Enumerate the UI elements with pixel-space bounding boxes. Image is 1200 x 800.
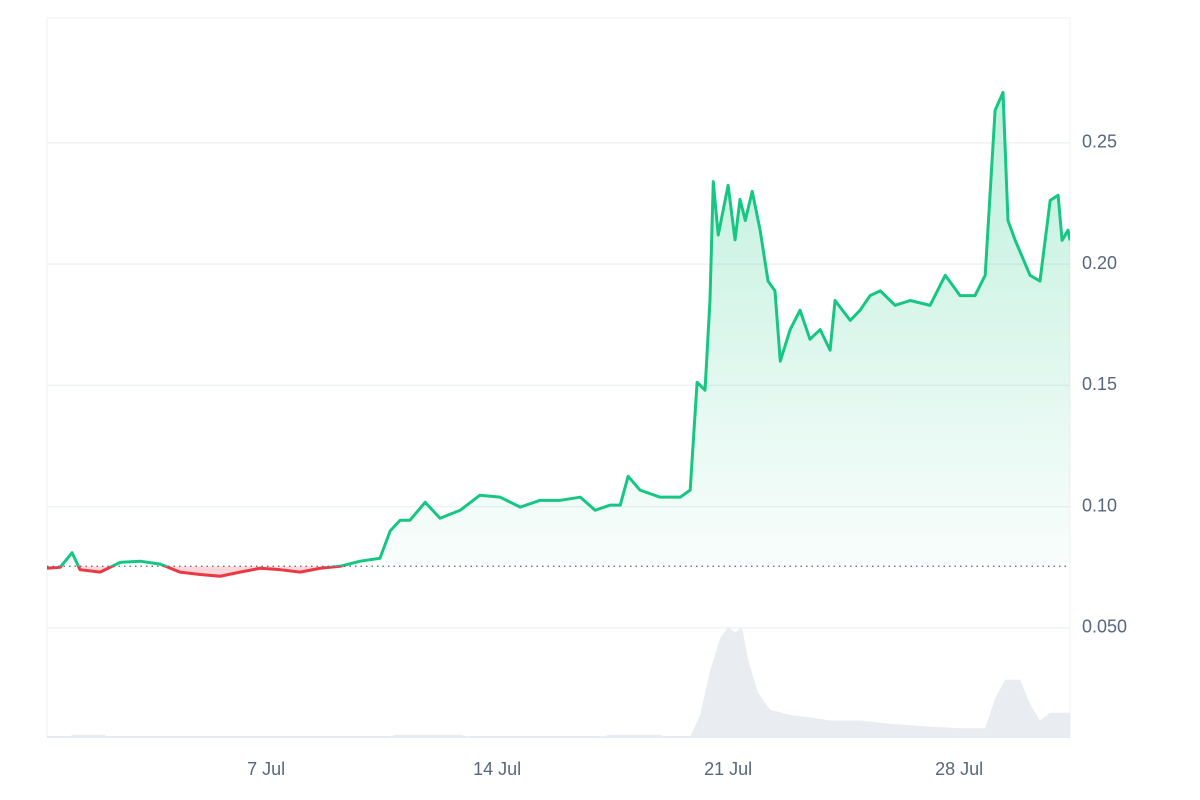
area-below <box>47 566 1070 577</box>
volume-area <box>47 627 1070 737</box>
x-tick-label: 14 Jul <box>473 759 521 779</box>
x-tick-label: 7 Jul <box>247 759 285 779</box>
x-tick-label: 21 Jul <box>704 759 752 779</box>
y-tick-label: 0.20 <box>1082 253 1117 273</box>
price-line-above <box>52 90 1070 567</box>
y-tick-label: 0.050 <box>1082 617 1127 637</box>
area-above <box>60 92 1070 567</box>
y-tick-label: 0.10 <box>1082 495 1117 515</box>
y-tick-label: 0.25 <box>1082 132 1117 152</box>
y-tick-label: 0.15 <box>1082 374 1117 394</box>
price-line-below <box>47 566 347 578</box>
x-tick-label: 28 Jul <box>935 759 983 779</box>
